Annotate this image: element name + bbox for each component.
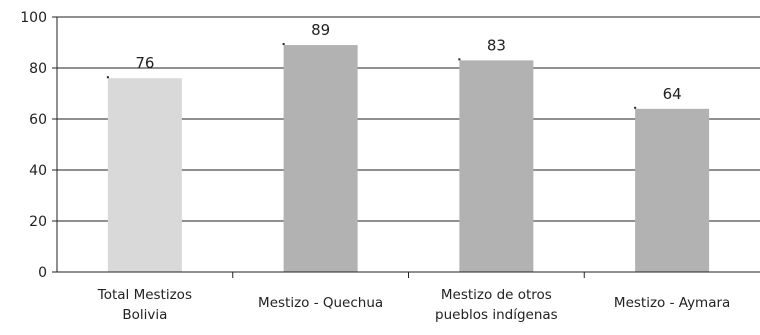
bar-marker-2	[458, 58, 461, 61]
y-tick-label-80: 80	[29, 61, 47, 77]
x-category-label-3-line-0: Mestizo - Aymara	[614, 295, 730, 311]
data-label-2: 83	[487, 36, 506, 54]
bar-2	[459, 60, 534, 272]
x-category-label-2-line-1: pueblos indígenas	[435, 307, 558, 323]
bars	[106, 43, 710, 272]
axes	[52, 16, 760, 278]
y-tick-labels: 0 20 40 60 80 100	[20, 10, 47, 281]
bar-0	[107, 78, 182, 272]
y-tick-label-0: 0	[38, 265, 47, 281]
bar-marker-1	[282, 43, 285, 46]
data-label-0: 76	[135, 54, 154, 72]
y-tick-label-60: 60	[29, 112, 47, 128]
x-category-label-0-line-1: Bolivia	[122, 307, 167, 323]
y-tick-label-20: 20	[29, 214, 47, 230]
x-category-label-2-line-0: Mestizo de otros	[441, 287, 552, 303]
x-category-labels: Total Mestizos Bolivia Mestizo - Quechua Me…	[97, 287, 731, 323]
x-category-label-1-line-0: Mestizo - Quechua	[258, 295, 383, 311]
bar-3	[635, 108, 710, 272]
x-category-label-0-line-0: Total Mestizos	[97, 287, 192, 303]
y-tick-label-40: 40	[29, 163, 47, 179]
bar-marker-3	[634, 106, 637, 109]
data-label-3: 64	[663, 85, 682, 103]
bar-1	[283, 45, 358, 272]
y-tick-label-100: 100	[20, 10, 47, 26]
bar-marker-0	[106, 76, 109, 79]
data-label-1: 89	[311, 21, 330, 39]
data-labels: 76 89 83 64	[135, 21, 681, 103]
